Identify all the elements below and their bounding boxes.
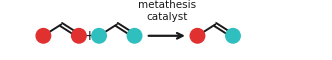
Circle shape <box>36 29 50 43</box>
Circle shape <box>190 29 205 43</box>
Circle shape <box>72 29 86 43</box>
Circle shape <box>127 29 142 43</box>
Text: +: + <box>84 29 95 43</box>
Text: metathesis
catalyst: metathesis catalyst <box>138 0 196 22</box>
Circle shape <box>92 29 106 43</box>
Circle shape <box>226 29 240 43</box>
